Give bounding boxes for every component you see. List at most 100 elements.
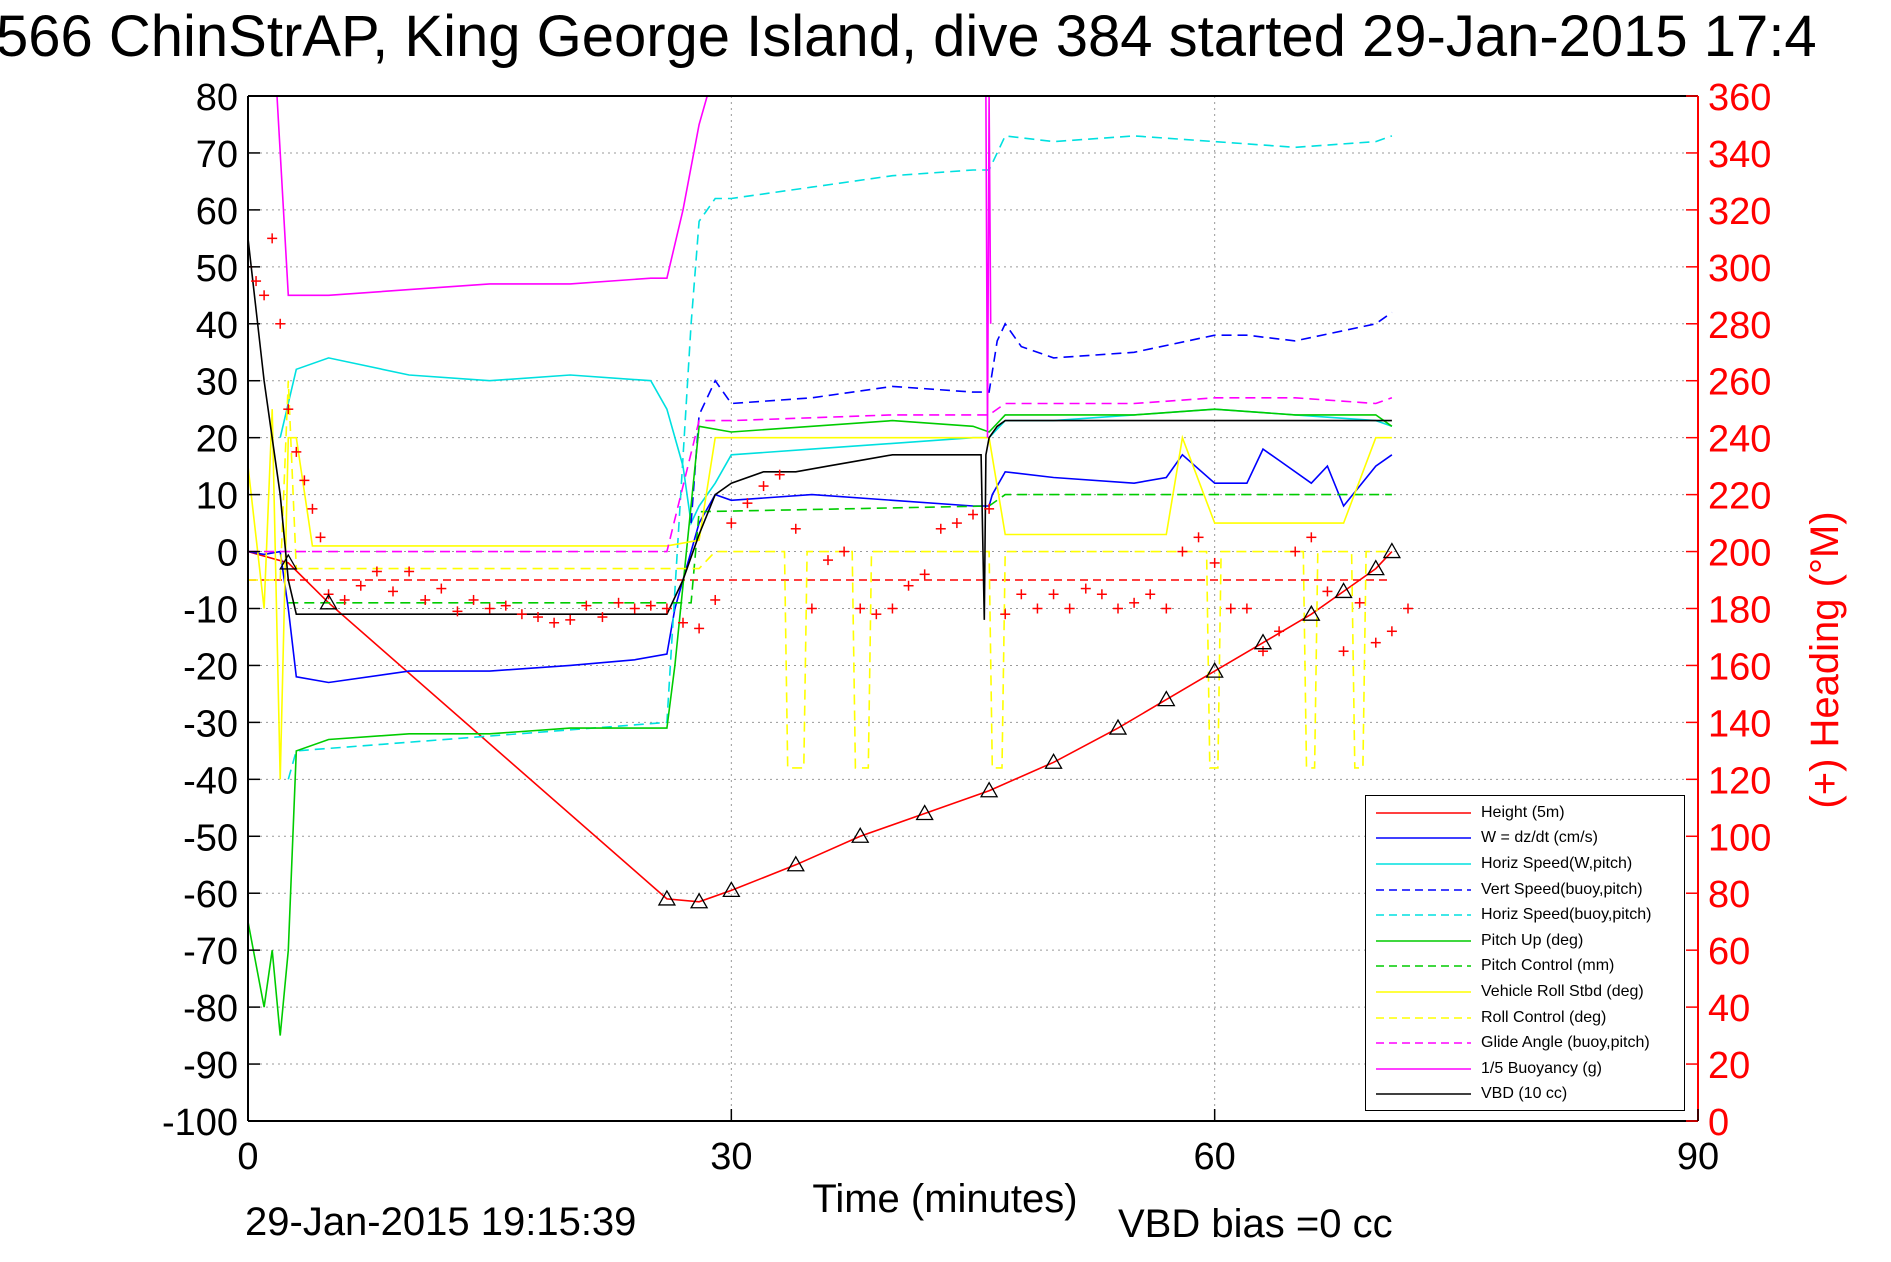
legend-label: VBD (10 cc) [1481, 1085, 1568, 1103]
heading-marker [299, 475, 310, 486]
heading-marker [935, 523, 946, 534]
series-line-11 [248, 238, 1392, 620]
legend: Height (5m) W = dz/dt (cm/s) Horiz Speed(W… [1365, 795, 1685, 1111]
heading-marker [259, 290, 270, 301]
heading-marker [629, 603, 640, 614]
heading-marker [919, 569, 930, 580]
y-tick-label: -20 [183, 646, 238, 688]
y2-tick-label: 20 [1708, 1045, 1750, 1087]
heading-marker [1016, 589, 1027, 600]
heading-marker [355, 580, 366, 591]
y-tick-label: 80 [196, 77, 238, 119]
heading-marker [1000, 609, 1011, 620]
legend-entry: Vehicle Roll Stbd (deg) [1366, 979, 1684, 1005]
y-tick-label: 50 [196, 248, 238, 290]
heading-marker [726, 518, 737, 529]
height-marker [689, 892, 709, 909]
legend-entry: Pitch Control (mm) [1366, 954, 1684, 980]
heading-marker [549, 617, 560, 628]
heading-marker [1322, 586, 1333, 597]
legend-swatch [1376, 909, 1471, 921]
legend-label: Height (5m) [1481, 803, 1565, 821]
legend-label: Horiz Speed(W,pitch) [1481, 854, 1633, 872]
heading-marker [1177, 546, 1188, 557]
legend-label: Horiz Speed(buoy,pitch) [1481, 906, 1652, 924]
heading-marker [1386, 626, 1397, 637]
y2-tick-label: 320 [1708, 191, 1771, 233]
heading-marker [315, 532, 326, 543]
heading-marker [468, 594, 479, 605]
heading-marker [1209, 557, 1220, 568]
heading-marker [581, 600, 592, 611]
heading-marker [1113, 603, 1123, 614]
y-tick-label: -50 [183, 817, 238, 859]
legend-entry: Vert Speed(buoy,pitch) [1366, 877, 1684, 903]
height-marker [1302, 604, 1321, 621]
heading-marker [855, 603, 866, 614]
heading-marker [275, 318, 286, 329]
y-tick-label: 10 [196, 476, 238, 518]
legend-label: Vehicle Roll Stbd (deg) [1481, 982, 1644, 1000]
legend-entry: Height (5m) [1366, 800, 1684, 826]
legend-swatch [1376, 986, 1471, 998]
heading-marker [1032, 603, 1043, 614]
legend-swatch [1376, 1037, 1471, 1049]
heading-marker [1129, 597, 1140, 608]
y2-tick-label: 220 [1708, 476, 1771, 518]
heading-marker [951, 518, 962, 529]
heading-marker [267, 233, 278, 244]
legend-entry: Roll Control (deg) [1366, 1005, 1684, 1031]
heading-marker [1354, 597, 1365, 608]
y-tick-label: -30 [183, 703, 238, 745]
heading-marker [1306, 532, 1317, 543]
x-tick-label: 0 [237, 1136, 258, 1178]
x-tick-label: 90 [1677, 1136, 1719, 1178]
series-line-2 [279, 357, 1393, 526]
legend-entry: 1/5 Buoyancy (g) [1366, 1056, 1684, 1082]
chart-title: 566 ChinStrAP, King George Island, dive … [0, 4, 1817, 69]
y2-tick-label: 120 [1708, 760, 1771, 802]
heading-marker [1258, 646, 1268, 657]
heading-marker [839, 546, 850, 557]
heading-marker [823, 555, 833, 566]
y-tick-label: 0 [217, 533, 238, 575]
series-line-6 [288, 493, 1392, 604]
heading-marker [404, 566, 415, 577]
heading-marker [484, 603, 495, 614]
series-line-0 [248, 550, 1393, 903]
height-marker [979, 781, 999, 798]
heading-marker [1338, 646, 1349, 657]
y2-tick-label: 280 [1708, 305, 1771, 347]
y2-tick-label: 200 [1708, 533, 1771, 575]
y2-tick-label: 340 [1708, 134, 1771, 176]
heading-marker [388, 586, 398, 597]
legend-label: Pitch Up (deg) [1481, 931, 1584, 949]
height-marker [1205, 661, 1224, 678]
series-line-4 [287, 135, 1393, 780]
heading-marker [283, 404, 294, 415]
heading-marker [887, 603, 898, 614]
series-line-9 [248, 396, 1393, 553]
y2-tick-label: 140 [1708, 703, 1771, 745]
heading-marker [371, 566, 382, 577]
y-tick-label: -100 [162, 1102, 238, 1144]
height-marker [786, 855, 805, 872]
heading-marker [1225, 603, 1236, 614]
heading-marker [500, 600, 511, 611]
heading-marker [1403, 603, 1413, 614]
y-tick-label: -90 [183, 1045, 238, 1087]
height-marker [1044, 752, 1063, 769]
y-tick-label: 20 [196, 419, 238, 461]
axes-layer [247, 95, 1699, 1122]
y2-tick-label: 80 [1708, 874, 1750, 916]
heading-marker [1274, 626, 1285, 637]
legend-label: Pitch Control (mm) [1481, 957, 1615, 975]
height-marker [657, 889, 677, 906]
height-marker [319, 593, 338, 610]
y2-tick-label: 40 [1708, 988, 1750, 1030]
y2-tick-label: 160 [1708, 646, 1771, 688]
heading-marker [694, 623, 705, 634]
legend-entry: W = dz/dt (cm/s) [1366, 826, 1684, 852]
heading-marker [516, 609, 527, 620]
heading-marker [678, 617, 688, 628]
